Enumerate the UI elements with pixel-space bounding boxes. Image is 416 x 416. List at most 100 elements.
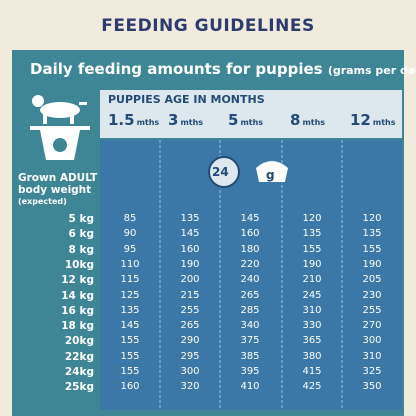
cell-value: 160 [240, 228, 260, 240]
cell-value: 265 [180, 320, 200, 332]
cell-value: 155 [120, 366, 140, 377]
cell-value: 190 [180, 258, 200, 270]
column-age: 1.5 [108, 111, 135, 129]
column-age: 5 [228, 111, 239, 129]
weight-label: 14 kg [61, 289, 94, 302]
icon-unit: g [266, 168, 275, 182]
cell-value: 190 [362, 258, 382, 270]
cell-value: 350 [362, 381, 382, 393]
cell-value: 145 [240, 213, 260, 224]
cell-value: 145 [180, 228, 200, 240]
cell-value: 200 [180, 274, 200, 286]
column-header: 5 mths [228, 110, 263, 129]
column-unit: mths [136, 118, 160, 127]
cell-value: 215 [180, 289, 200, 301]
weight-label: 24kg [64, 366, 94, 378]
cell-value: 190 [302, 258, 322, 270]
column-header: 3 mths [168, 110, 203, 129]
cell-value: 85 [123, 213, 137, 224]
column-unit: mths [372, 118, 396, 127]
cell-value: 410 [240, 381, 260, 393]
cell-value: 120 [362, 213, 382, 224]
weight-label: 10kg [64, 258, 94, 271]
cell-value: 135 [180, 213, 200, 224]
weight-label: 8 kg [68, 243, 94, 256]
row-header: (expected) [18, 197, 67, 206]
title: FEEDING GUIDELINES [101, 16, 315, 36]
cell-value: 160 [120, 381, 140, 393]
age-header: PUPPIES AGE IN MONTHS [108, 93, 265, 106]
cell-value: 340 [240, 320, 260, 332]
cell-value: 310 [362, 350, 382, 362]
subtitle-text: Daily feeding amounts for puppies [30, 60, 323, 78]
cell-value: 255 [180, 304, 200, 316]
cell-value: 295 [180, 350, 200, 362]
row-header: body weight [18, 184, 92, 196]
cell-value: 290 [180, 335, 200, 347]
cell-value: 320 [180, 381, 200, 393]
cell-value: 90 [123, 228, 137, 240]
weight-label: 20kg [64, 335, 94, 348]
cell-value: 330 [302, 320, 322, 332]
cell-value: 425 [302, 381, 322, 393]
dog-icon [32, 95, 87, 124]
column-unit: mths [180, 118, 204, 127]
weight-label: 12 kg [61, 274, 94, 287]
subtitle-unit: (grams per day): [327, 64, 416, 77]
cell-value: 115 [120, 274, 140, 286]
cell-value: 300 [180, 366, 200, 377]
cell-value: 310 [302, 304, 322, 316]
weight-label: 25kg [64, 381, 94, 394]
column-unit: mths [302, 118, 326, 127]
column-age: 12 [350, 111, 371, 129]
subtitle: Daily feeding amounts for puppies (grams… [30, 60, 416, 78]
cell-value: 135 [120, 304, 140, 316]
column-age: 3 [168, 111, 179, 129]
weight-label: 6 kg [68, 228, 94, 241]
cell-value: 245 [302, 289, 322, 301]
cell-value: 155 [362, 243, 382, 255]
cell-value: 120 [302, 213, 322, 224]
icon-hours: 24 [212, 165, 229, 179]
weight-label: 16 kg [61, 304, 94, 317]
cell-value: 375 [240, 335, 260, 347]
column-header: 1.5 mths [108, 110, 159, 129]
weight-label: 5 kg [68, 213, 94, 225]
cell-value: 415 [302, 366, 322, 377]
cell-value: 160 [180, 243, 200, 255]
cell-value: 300 [362, 335, 382, 347]
cell-value: 265 [240, 289, 260, 301]
column-header: 8 mths [290, 110, 325, 129]
cell-value: 180 [240, 243, 260, 255]
cell-value: 240 [240, 274, 260, 286]
column-age: 8 [290, 111, 301, 129]
cell-value: 230 [362, 289, 382, 301]
column-header: 12 mths [350, 110, 396, 129]
cell-value: 155 [120, 350, 140, 362]
cell-value: 380 [302, 350, 322, 362]
cell-value: 110 [120, 258, 140, 270]
cell-value: 135 [362, 228, 382, 240]
cell-value: 395 [240, 366, 260, 377]
cell-value: 135 [302, 228, 322, 240]
cell-value: 145 [120, 320, 140, 332]
cell-value: 325 [362, 366, 382, 377]
column-unit: mths [240, 118, 264, 127]
weight-label: 18 kg [61, 320, 94, 333]
cell-value: 155 [302, 243, 322, 255]
cell-value: 285 [240, 304, 260, 316]
cell-value: 155 [120, 335, 140, 347]
cell-value: 255 [362, 304, 382, 316]
cell-value: 95 [123, 243, 137, 255]
cell-value: 270 [362, 320, 382, 332]
cell-value: 385 [240, 350, 260, 362]
scale-icon [30, 126, 90, 160]
age-band [100, 90, 402, 138]
cell-value: 205 [362, 274, 382, 286]
cell-value: 365 [302, 335, 322, 347]
cell-value: 125 [120, 289, 140, 301]
clock-icon [208, 156, 288, 188]
cell-value: 220 [240, 258, 260, 270]
